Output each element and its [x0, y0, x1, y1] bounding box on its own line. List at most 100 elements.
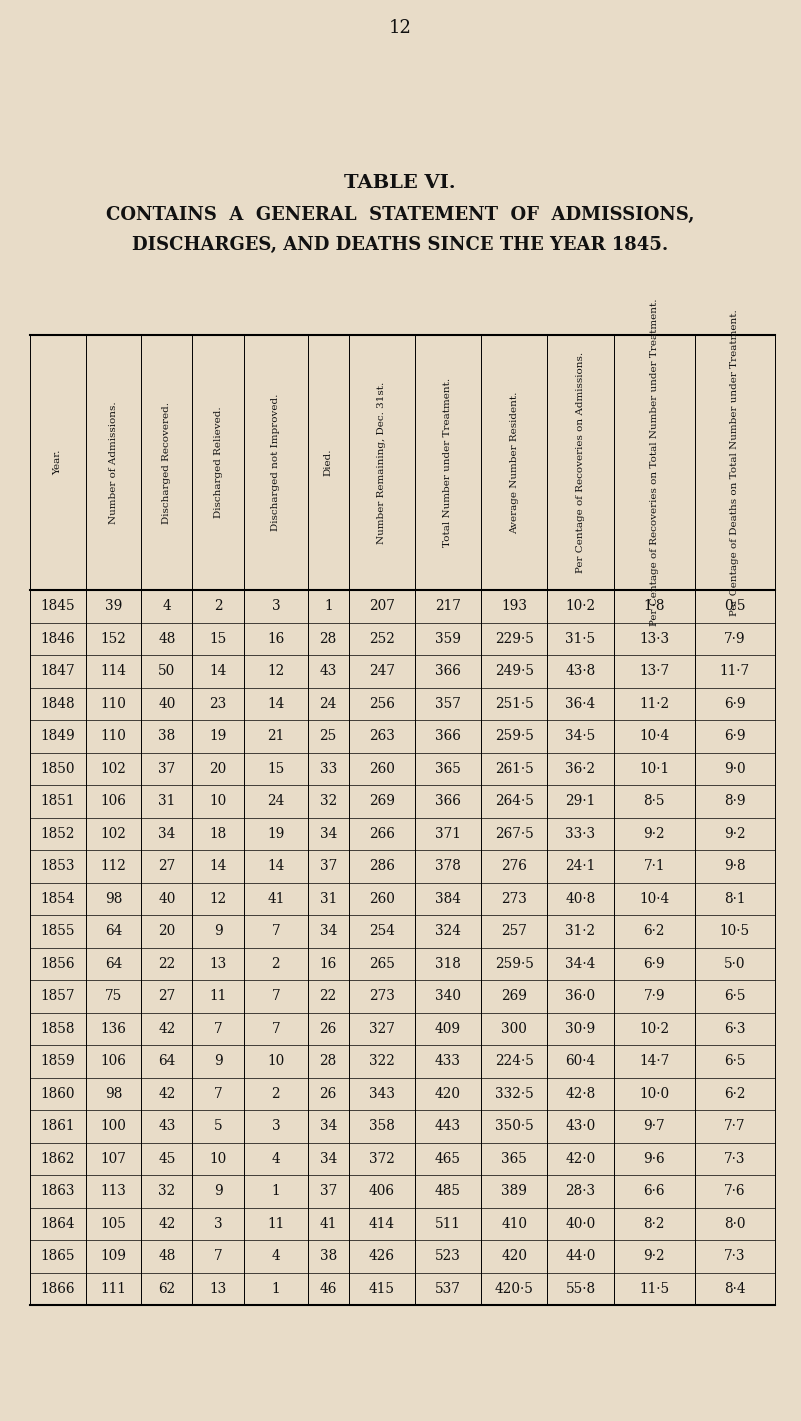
Text: 384: 384: [435, 892, 461, 905]
Text: 9: 9: [214, 1184, 223, 1198]
Text: 3: 3: [272, 600, 280, 614]
Text: 4: 4: [163, 600, 171, 614]
Text: 24·1: 24·1: [566, 860, 596, 874]
Text: 100: 100: [100, 1120, 127, 1134]
Text: 1860: 1860: [41, 1087, 75, 1101]
Text: 229·5: 229·5: [495, 632, 533, 645]
Text: 1864: 1864: [41, 1216, 75, 1231]
Text: 20: 20: [210, 762, 227, 776]
Text: 7: 7: [272, 989, 280, 1003]
Text: 106: 106: [100, 1054, 127, 1069]
Text: 39: 39: [105, 600, 122, 614]
Text: 1855: 1855: [41, 924, 75, 938]
Text: 6·9: 6·9: [643, 956, 665, 971]
Text: 443: 443: [435, 1120, 461, 1134]
Text: 26: 26: [320, 1087, 337, 1101]
Text: 327: 327: [368, 1022, 395, 1036]
Text: 11: 11: [210, 989, 227, 1003]
Text: 10: 10: [210, 794, 227, 809]
Text: 366: 366: [435, 664, 461, 678]
Text: 42·0: 42·0: [566, 1152, 596, 1165]
Text: 1866: 1866: [41, 1282, 75, 1296]
Text: 414: 414: [368, 1216, 395, 1231]
Text: 16: 16: [268, 632, 284, 645]
Text: 1847: 1847: [41, 664, 75, 678]
Text: 415: 415: [368, 1282, 395, 1296]
Text: 31: 31: [158, 794, 175, 809]
Text: 406: 406: [368, 1184, 395, 1198]
Text: 37: 37: [320, 860, 337, 874]
Text: 537: 537: [435, 1282, 461, 1296]
Text: 34: 34: [158, 827, 175, 841]
Text: 9·0: 9·0: [724, 762, 746, 776]
Text: 36·2: 36·2: [566, 762, 595, 776]
Text: 41: 41: [268, 892, 284, 905]
Text: 1865: 1865: [41, 1249, 75, 1263]
Text: 366: 366: [435, 794, 461, 809]
Text: 4: 4: [272, 1249, 280, 1263]
Text: 433: 433: [435, 1054, 461, 1069]
Text: 273: 273: [501, 892, 527, 905]
Text: 10: 10: [210, 1152, 227, 1165]
Text: 11·7: 11·7: [720, 664, 750, 678]
Text: 32: 32: [320, 794, 337, 809]
Text: 34: 34: [320, 1120, 337, 1134]
Text: 265: 265: [368, 956, 395, 971]
Text: 332·5: 332·5: [495, 1087, 533, 1101]
Text: 44·0: 44·0: [566, 1249, 596, 1263]
Text: 11: 11: [268, 1216, 284, 1231]
Text: 43·8: 43·8: [566, 664, 596, 678]
Text: 1862: 1862: [41, 1152, 75, 1165]
Text: 269: 269: [368, 794, 395, 809]
Text: Average Number Resident.: Average Number Resident.: [509, 391, 519, 534]
Text: 276: 276: [501, 860, 527, 874]
Text: 1·8: 1·8: [643, 600, 665, 614]
Text: 9·2: 9·2: [643, 827, 665, 841]
Text: 1853: 1853: [41, 860, 75, 874]
Text: 1: 1: [272, 1184, 280, 1198]
Text: 365: 365: [435, 762, 461, 776]
Text: 27: 27: [158, 860, 175, 874]
Text: 102: 102: [100, 762, 127, 776]
Text: 7: 7: [214, 1249, 223, 1263]
Text: 366: 366: [435, 729, 461, 743]
Text: 15: 15: [210, 632, 227, 645]
Text: 13·3: 13·3: [639, 632, 670, 645]
Text: 358: 358: [368, 1120, 395, 1134]
Text: 36·4: 36·4: [566, 696, 596, 710]
Text: DISCHARGES, AND DEATHS SINCE THE YEAR 1845.: DISCHARGES, AND DEATHS SINCE THE YEAR 18…: [132, 236, 668, 254]
Text: 409: 409: [435, 1022, 461, 1036]
Text: 27: 27: [158, 989, 175, 1003]
Text: 21: 21: [268, 729, 284, 743]
Text: 2: 2: [214, 600, 223, 614]
Text: 12: 12: [388, 18, 412, 37]
Text: 10·1: 10·1: [639, 762, 670, 776]
Text: 350·5: 350·5: [495, 1120, 533, 1134]
Text: 13: 13: [210, 1282, 227, 1296]
Text: 9·7: 9·7: [643, 1120, 665, 1134]
Text: 19: 19: [268, 827, 284, 841]
Text: 16: 16: [320, 956, 337, 971]
Text: 112: 112: [100, 860, 127, 874]
Text: 1857: 1857: [41, 989, 75, 1003]
Text: 42·8: 42·8: [566, 1087, 596, 1101]
Text: 32: 32: [158, 1184, 175, 1198]
Text: 1: 1: [272, 1282, 280, 1296]
Text: 420: 420: [435, 1087, 461, 1101]
Text: 2: 2: [272, 1087, 280, 1101]
Text: 110: 110: [100, 696, 127, 710]
Text: 247: 247: [368, 664, 395, 678]
Text: 7·9: 7·9: [724, 632, 746, 645]
Text: 37: 37: [158, 762, 175, 776]
Text: 217: 217: [435, 600, 461, 614]
Text: 8·4: 8·4: [724, 1282, 746, 1296]
Text: 224·5: 224·5: [495, 1054, 533, 1069]
Text: 10·4: 10·4: [639, 729, 670, 743]
Text: 34·4: 34·4: [566, 956, 596, 971]
Text: 273: 273: [368, 989, 395, 1003]
Text: 269: 269: [501, 989, 527, 1003]
Text: 19: 19: [209, 729, 227, 743]
Text: 10: 10: [268, 1054, 284, 1069]
Text: 6·5: 6·5: [724, 989, 746, 1003]
Text: 7: 7: [214, 1087, 223, 1101]
